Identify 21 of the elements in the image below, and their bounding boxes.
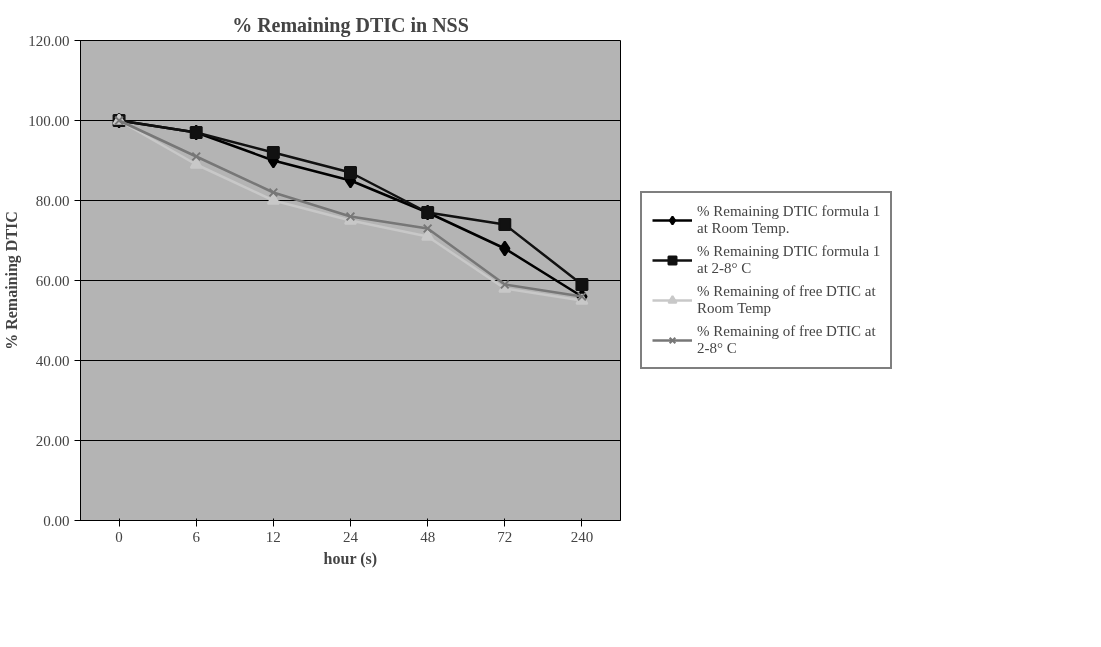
y-tick-label: 40.00 (35, 352, 70, 369)
legend-label: % Remaining of free DTIC at 2-8° C (697, 323, 876, 357)
x-tick-label: 6 (192, 528, 201, 545)
x-tick-label: 240 (570, 528, 594, 545)
x-tick-label: 48 (420, 528, 436, 545)
legend-label: % Remaining DTIC formula 1 at 2-8° C (697, 243, 881, 277)
x-tick-label: 24 (343, 528, 359, 545)
y-tick-label: 20.00 (35, 432, 70, 449)
x-tick-label: 72 (497, 528, 513, 545)
x-tick-label: 12 (265, 528, 281, 545)
legend-label: % Remaining of free DTIC at Room Temp (697, 283, 876, 317)
y-tick-label: 100.00 (28, 112, 70, 129)
y-axis-title: % Remaining DTIC (3, 211, 22, 350)
chart-title: % Remaining DTIC in NSS (232, 13, 469, 37)
y-tick-label: 120.00 (28, 32, 70, 49)
x-axis-title: hour (s) (323, 549, 378, 568)
legend-label: % Remaining DTIC formula 1 at Room Temp. (697, 203, 881, 237)
y-tick-label: 0.00 (43, 512, 70, 529)
y-tick-label: 60.00 (35, 272, 70, 289)
y-tick-label: 80.00 (35, 192, 70, 209)
x-tick-label: 0 (115, 528, 123, 545)
